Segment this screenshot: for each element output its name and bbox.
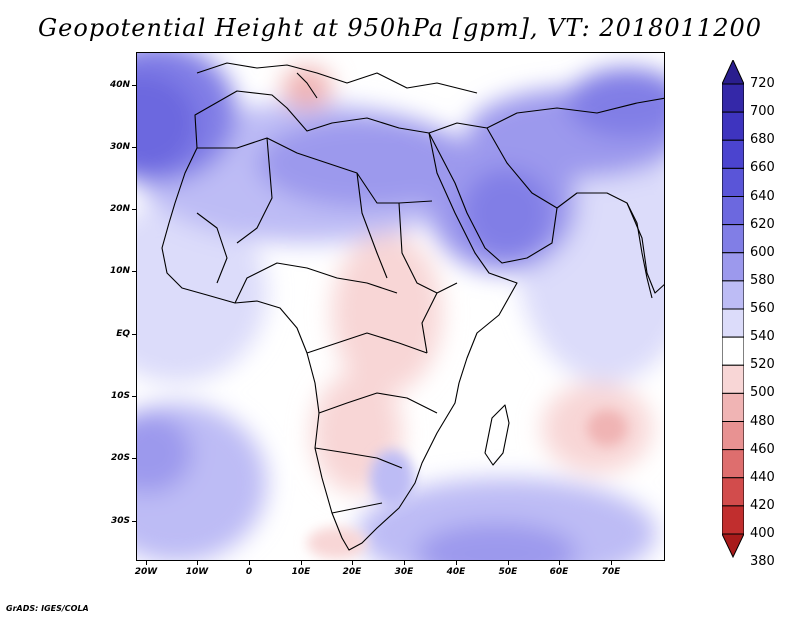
lon-label-10w: 10W (185, 567, 209, 577)
colorbar-label: 660 (750, 160, 775, 176)
lat-label-eq: EQ (116, 329, 130, 339)
lon-tick (404, 561, 405, 565)
colorbar-segment (722, 421, 744, 451)
lat-label-30s: 30S (110, 516, 130, 526)
colorbar-label: 540 (750, 329, 775, 345)
colorbar-label: 600 (750, 244, 775, 260)
lon-tick (249, 561, 250, 565)
colorbar-bottom-arrow (722, 533, 744, 558)
lon-label-20e: 20E (342, 567, 362, 577)
colorbar-segment (722, 83, 744, 113)
lat-tick (132, 458, 136, 459)
colorbar-segment (722, 167, 744, 197)
lat-tick (132, 521, 136, 522)
lon-tick (352, 561, 353, 565)
colorbar-segment (722, 477, 744, 507)
colorbar-label: 520 (750, 357, 775, 373)
colorbar-label: 620 (750, 216, 775, 232)
colorbar-segment (722, 505, 744, 535)
lat-tick (132, 147, 136, 148)
lat-tick (132, 334, 136, 335)
map-panel (136, 52, 665, 561)
colorbar-segment (722, 252, 744, 282)
colorbar-top-arrow (722, 60, 744, 85)
colorbar-label: 400 (750, 526, 775, 541)
colorbar-label: 720 (750, 76, 775, 91)
colorbar-label: 420 (750, 497, 775, 513)
colorbar-label: 700 (750, 104, 775, 120)
lon-tick (559, 561, 560, 565)
geopotential-field (137, 53, 664, 560)
lon-label-30e: 30E (394, 567, 414, 577)
colorbar-label: 580 (750, 272, 775, 288)
colorbar-segment (722, 364, 744, 394)
lat-tick (132, 209, 136, 210)
lon-tick (197, 561, 198, 565)
colorbar-label: 480 (750, 413, 775, 429)
colorbar-segment (722, 308, 744, 338)
colorbar-label: 440 (750, 469, 775, 485)
lon-label-40e: 40E (446, 567, 466, 577)
colorbar-label: 380 (750, 554, 775, 570)
colorbar-segment (722, 449, 744, 479)
colorbar-segment (722, 196, 744, 226)
colorbar-label: 680 (750, 132, 775, 148)
lon-label-0: 0 (245, 567, 253, 577)
lon-label-50e: 50E (498, 567, 518, 577)
lon-label-10e: 10E (291, 567, 311, 577)
lon-tick (611, 561, 612, 565)
lon-tick (146, 561, 147, 565)
lat-label-10s: 10S (110, 391, 130, 401)
colorbar-label: 460 (750, 441, 775, 457)
lon-label-70e: 70E (601, 567, 621, 577)
lon-tick (301, 561, 302, 565)
colorbar-segment (722, 111, 744, 141)
colorbar-label: 500 (750, 385, 775, 401)
colorbar-segment (722, 280, 744, 310)
colorbar-segment (722, 336, 744, 366)
lat-label-40n: 40N (109, 80, 130, 90)
colorbar-segment (722, 139, 744, 169)
lat-label-30n: 30N (109, 142, 130, 152)
lon-label-60e: 60E (549, 567, 569, 577)
colorbar-segment (722, 224, 744, 254)
lon-tick (508, 561, 509, 565)
lat-tick (132, 85, 136, 86)
lat-label-20s: 20S (110, 453, 130, 463)
grads-credit: GrADS: IGES/COLA (6, 604, 89, 613)
lon-label-20w: 20W (134, 567, 158, 577)
colorbar-segment (722, 392, 744, 422)
lon-tick (456, 561, 457, 565)
colorbar (722, 60, 744, 558)
map-title: Geopotential Height at 950hPa [gpm], VT:… (38, 14, 762, 42)
colorbar-label: 560 (750, 301, 775, 316)
lat-label-10n: 10N (109, 266, 130, 276)
lat-tick (132, 271, 136, 272)
colorbar-label: 640 (750, 188, 775, 204)
lat-tick (132, 396, 136, 397)
lat-label-20n: 20N (109, 204, 130, 214)
